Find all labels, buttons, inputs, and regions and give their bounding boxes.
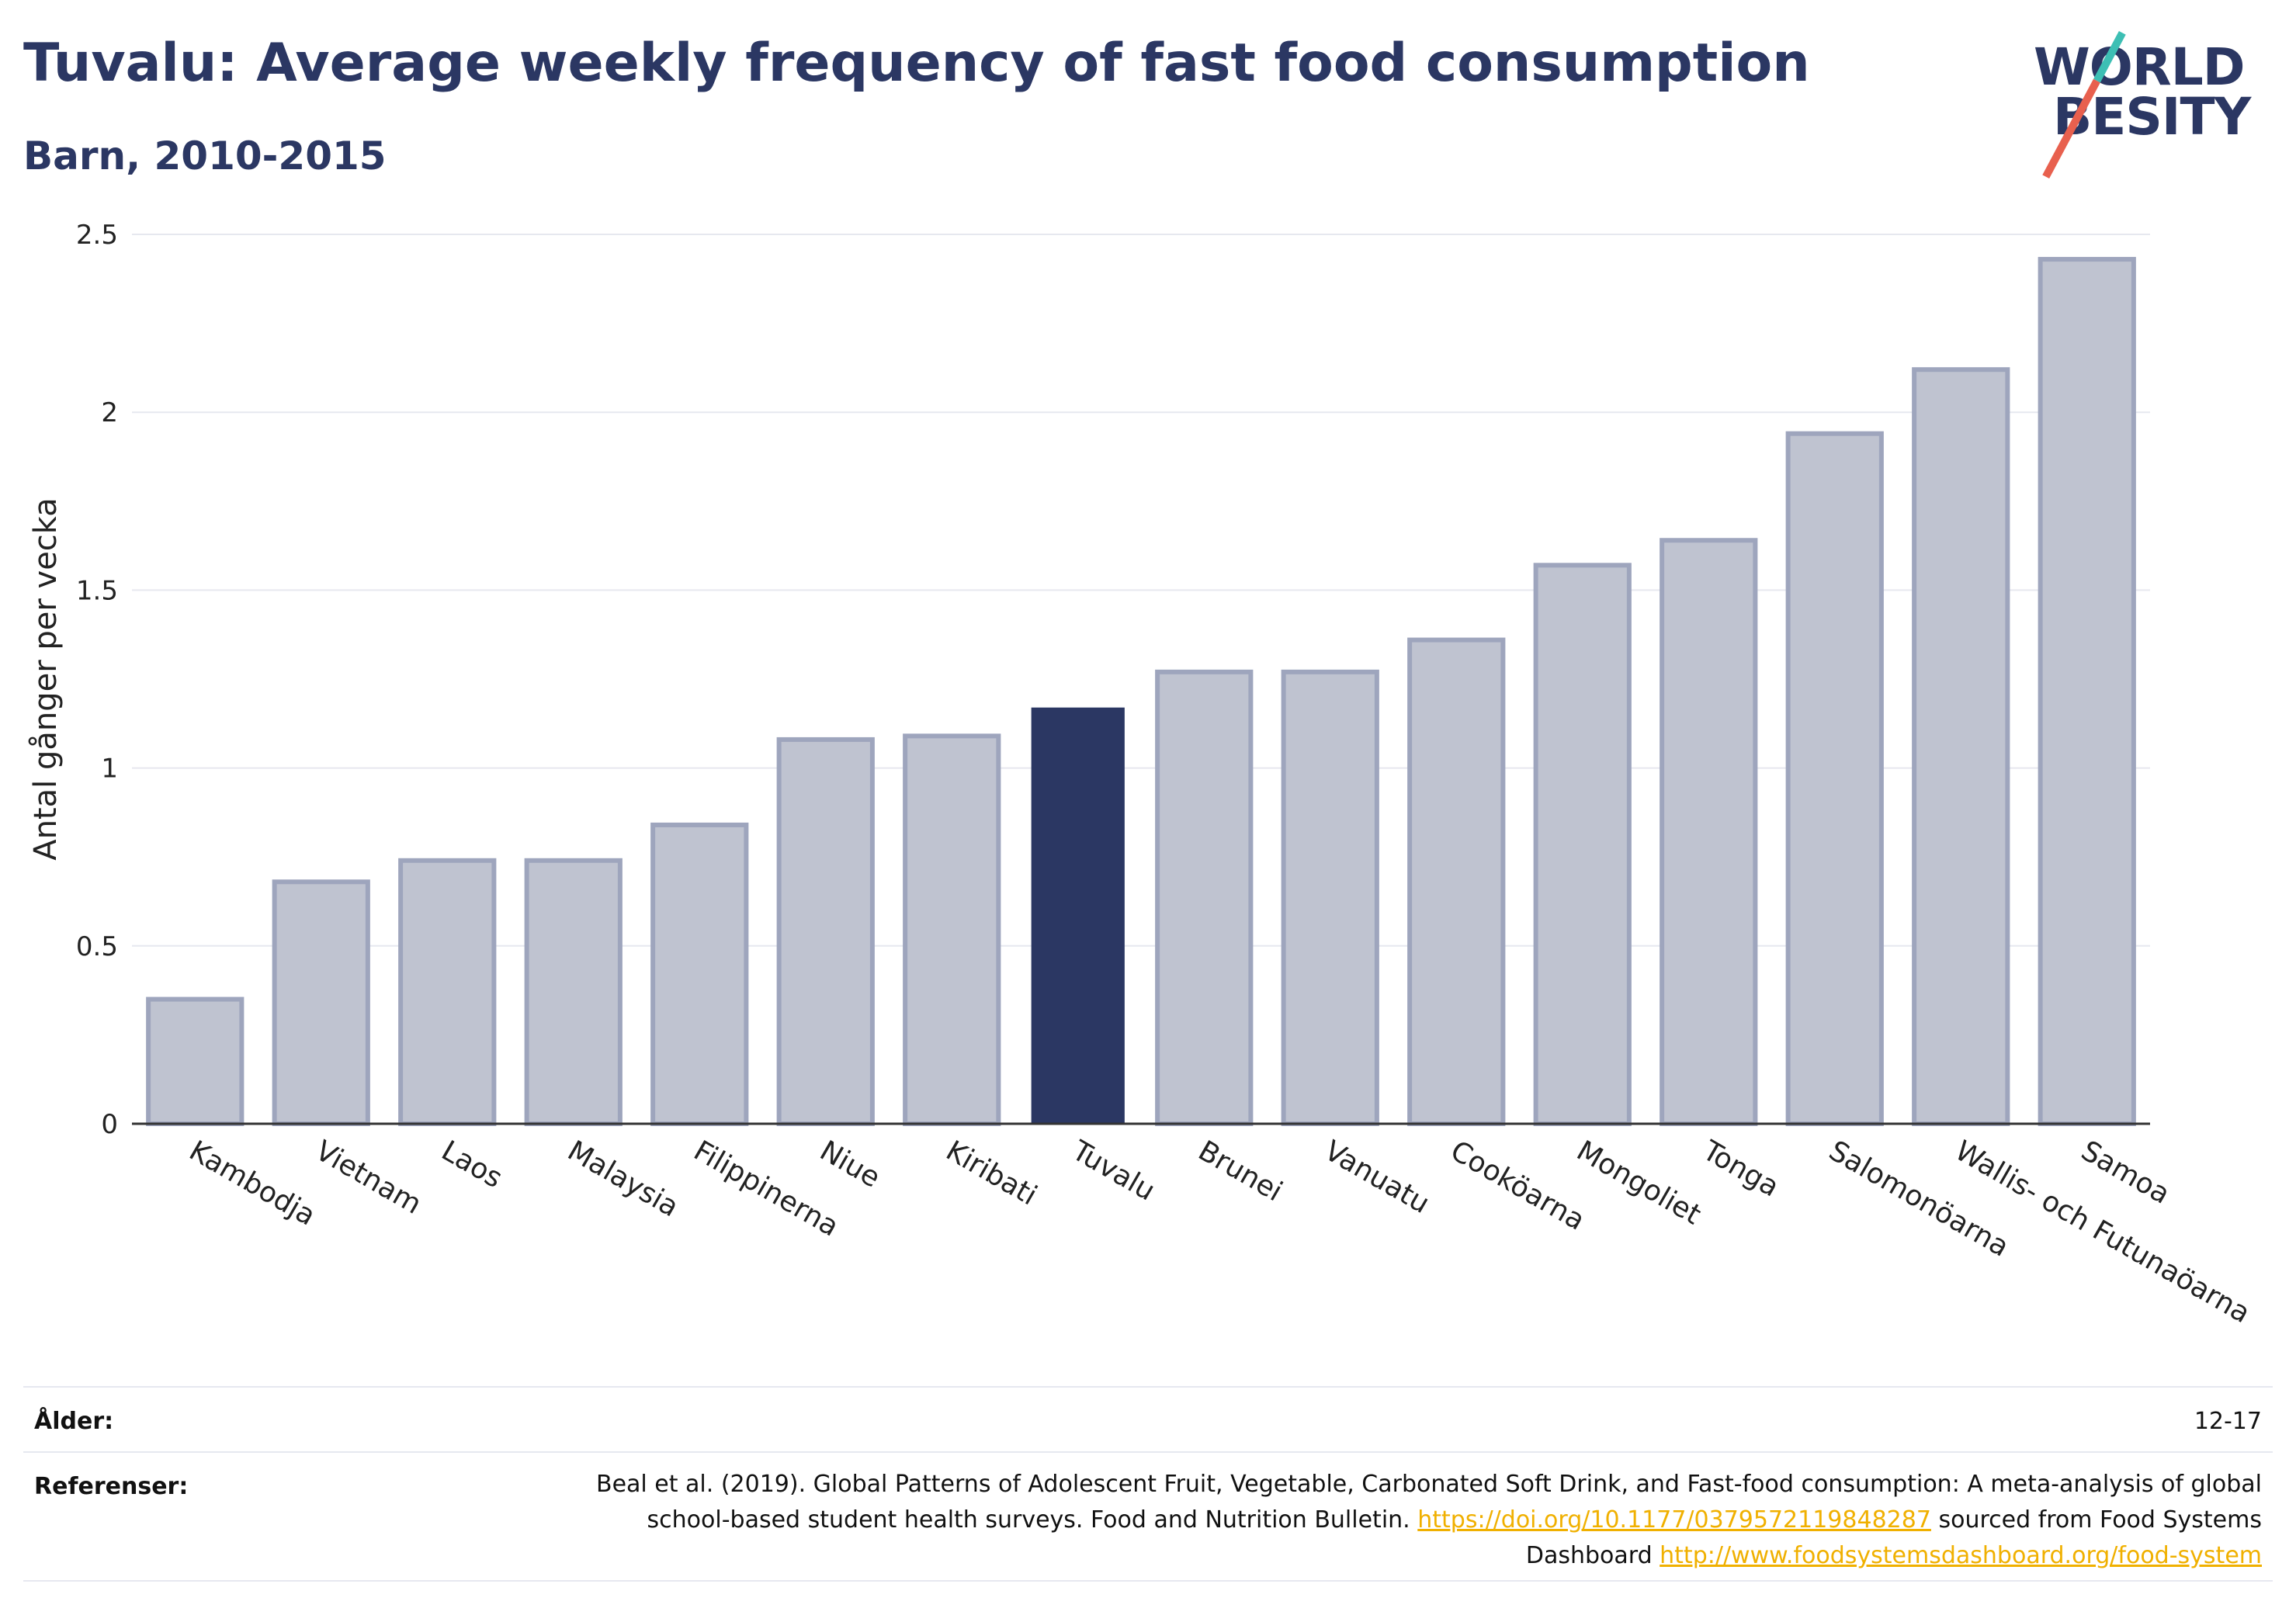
references-label: Referenser: bbox=[34, 1473, 189, 1500]
x-tick-label: Mongoliet bbox=[1571, 1135, 1706, 1231]
x-tick-label: Tonga bbox=[1697, 1135, 1784, 1204]
bar-vanuatu[interactable] bbox=[1281, 669, 1379, 1126]
logo-text-world: WORLD bbox=[2034, 37, 2246, 97]
y-axis-label: Antal gånger per vecka bbox=[28, 497, 64, 861]
chart-title: Tuvalu: Average weekly frequency of fast… bbox=[23, 33, 1810, 94]
x-tick-label: Laos bbox=[436, 1135, 508, 1194]
bar-malaysia[interactable] bbox=[524, 858, 623, 1127]
doi-link[interactable]: https://doi.org/10.1177/0379572119848287 bbox=[1417, 1506, 1931, 1534]
footer-divider bbox=[23, 1386, 2273, 1388]
y-tick-label: 0 bbox=[101, 1109, 118, 1140]
bar-laos[interactable] bbox=[398, 858, 497, 1127]
bar-cook-arna[interactable] bbox=[1407, 637, 1506, 1126]
bar-filippinerna[interactable] bbox=[650, 822, 749, 1126]
y-tick-label: 1 bbox=[101, 754, 118, 785]
x-tick-label: Kiribati bbox=[941, 1135, 1042, 1211]
reference-text-part2: sourced from Food Systems Dashboard bbox=[1525, 1506, 2262, 1569]
bar-kambodja[interactable] bbox=[146, 996, 245, 1127]
y-tick-label: 2.5 bbox=[76, 220, 118, 251]
x-tick-label: Niue bbox=[814, 1135, 885, 1194]
x-tick-label: Tuvalu bbox=[1066, 1135, 1160, 1208]
bar-vietnam[interactable] bbox=[272, 879, 370, 1126]
bar-tonga[interactable] bbox=[1660, 538, 1758, 1126]
world-obesity-logo: WORLD BESITY bbox=[2018, 30, 2282, 179]
y-axis-ticks: 0 0.5 1 1.5 2 2.5 bbox=[76, 220, 118, 1140]
bar-wallis-och-futuna-arna[interactable] bbox=[1912, 367, 2010, 1126]
references-text: Beal et al. (2019). Global Patterns of A… bbox=[593, 1467, 2262, 1574]
x-tick-label: Brunei bbox=[1193, 1135, 1288, 1208]
x-tick-label: Samoa bbox=[2076, 1135, 2175, 1211]
bar-tuvalu[interactable] bbox=[1031, 707, 1125, 1124]
x-tick-label: Cooköarna bbox=[1445, 1135, 1590, 1236]
age-value: 12-17 bbox=[2194, 1408, 2262, 1435]
bar-niue[interactable] bbox=[776, 736, 875, 1126]
y-tick-label: 0.5 bbox=[76, 931, 118, 962]
chart-subtitle: Barn, 2010-2015 bbox=[23, 133, 387, 178]
bar-mongoliet[interactable] bbox=[1533, 563, 1632, 1126]
bar-samoa[interactable] bbox=[2038, 257, 2136, 1126]
x-tick-label: Malaysia bbox=[562, 1135, 684, 1223]
bar-brunei[interactable] bbox=[1155, 669, 1254, 1126]
x-tick-label: Vanuatu bbox=[1319, 1135, 1434, 1220]
footer-divider bbox=[23, 1451, 2273, 1453]
bar-kiribati[interactable] bbox=[903, 733, 1001, 1126]
reference-text-part1: Beal et al. (2019). Global Patterns of A… bbox=[595, 1471, 2262, 1534]
x-tick-label: Kambodja bbox=[184, 1135, 321, 1232]
footer-divider bbox=[23, 1580, 2273, 1582]
y-tick-label: 2 bbox=[101, 397, 118, 428]
age-label: Ålder: bbox=[34, 1408, 114, 1435]
foodsystems-link[interactable]: http://www.foodsystemsdashboard.org/food… bbox=[1660, 1542, 2262, 1569]
bar-salomon-arna[interactable] bbox=[1785, 431, 1884, 1126]
chart-bars bbox=[146, 257, 2136, 1127]
y-tick-label: 1.5 bbox=[76, 575, 118, 606]
x-tick-label: Vietnam bbox=[310, 1135, 426, 1221]
